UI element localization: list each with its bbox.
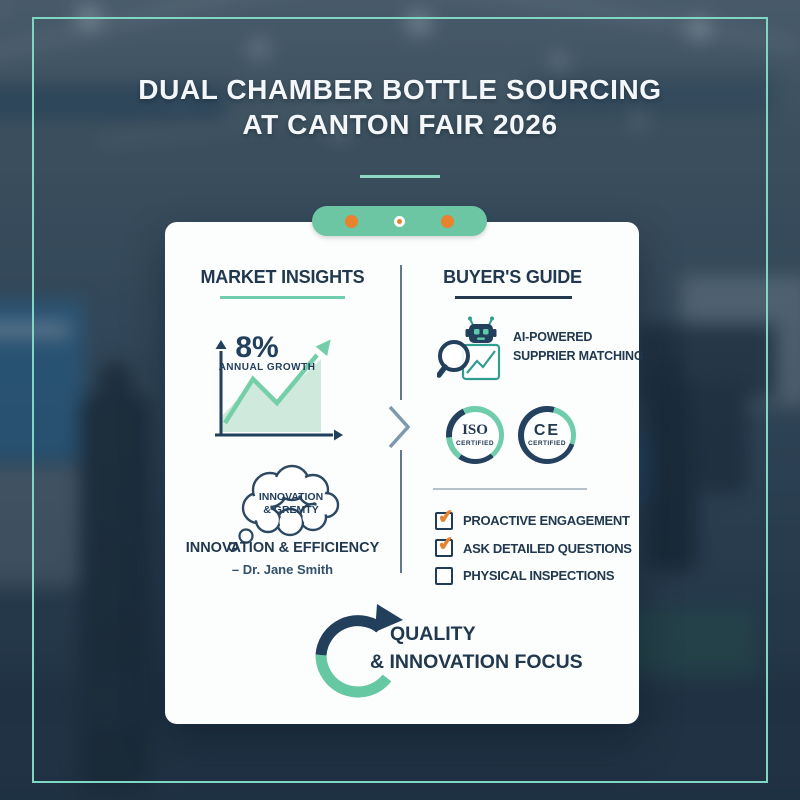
growth-chart-icon: 8% ANNUAL GROWTH xyxy=(215,331,343,441)
iso-badge-sublabel: CERTIFIED xyxy=(456,440,494,447)
check-icon: ✔ xyxy=(436,505,455,529)
ce-certified-badge: CE CERTIFIED xyxy=(518,406,576,464)
cycle-arrow-icon xyxy=(315,604,403,698)
bubble-text-line1: INNOVATION xyxy=(259,491,323,503)
footer-text: QUALITY & INNOVATION FOCUS xyxy=(370,620,583,676)
checklist-label: PHYSICAL INSPECTIONS xyxy=(463,568,615,583)
footer-line1: QUALITY xyxy=(390,623,476,645)
checkbox-unchecked[interactable] xyxy=(435,566,453,585)
title-divider xyxy=(360,175,440,178)
ce-badge-label: CE xyxy=(533,422,561,439)
checklist-row: PHYSICAL INSPECTIONS xyxy=(435,566,620,585)
checklist-label: ASK DETAILED QUESTIONS xyxy=(463,540,632,556)
buyers-guide-header: BUYER'S GUIDE xyxy=(443,267,582,287)
ce-badge-sublabel: CERTIFIED xyxy=(528,440,566,447)
ai-feature-text: AI-POWERED SUPPRIER MATCHING xyxy=(513,328,644,366)
checkbox-checked[interactable]: ✔ xyxy=(435,533,455,557)
title-line-1: DUAL CHAMBER BOTTLE SOURCING xyxy=(138,74,662,105)
growth-value: 8% xyxy=(235,331,278,364)
ai-robot-search-icon xyxy=(437,316,501,381)
thought-bubble-icon: INNOVATION & GREMTY xyxy=(228,464,340,552)
checklist-row: ✔ PROACTIVE ENGAGEMENT xyxy=(435,506,630,530)
title-line-2: AT CANTON FAIR 2026 xyxy=(242,109,558,140)
footer-line2: & INNOVATION FOCUS xyxy=(370,651,583,673)
pill-dot-ringed-icon xyxy=(394,215,405,227)
market-insights-header: MARKET INSIGHTS xyxy=(200,267,365,287)
checkbox-checked[interactable]: ✔ xyxy=(435,506,455,530)
buyer-checklist: ✔ PROACTIVE ENGAGEMENT ✔ ASK DETAILED QU… xyxy=(435,506,632,594)
ai-feature-line1: AI-POWERED xyxy=(513,330,593,344)
bubble-text-line2: & GREMTY xyxy=(263,504,318,516)
column-divider xyxy=(400,265,402,400)
page-title: DUAL CHAMBER BOTTLE SOURCING AT CANTON F… xyxy=(0,72,800,142)
quote-author: – Dr. Jane Smith xyxy=(231,562,334,577)
content-card: MARKET INSIGHTS BUYER'S GUIDE 8% ANNUAL … xyxy=(165,222,644,724)
check-icon: ✔ xyxy=(436,533,455,556)
checklist-label: PROACTIVE ENGAGEMENT xyxy=(463,513,630,528)
market-insights-underline xyxy=(220,296,345,299)
iso-badge-label: ISO xyxy=(462,422,488,438)
checklist-divider xyxy=(433,488,587,490)
ce-badge-inner: CE CERTIFIED xyxy=(523,411,571,459)
quote-title: INNOVATION & EFFICIENCY xyxy=(185,540,380,556)
pill-dot-icon xyxy=(345,214,358,228)
checklist-row: ✔ ASK DETAILED QUESTIONS xyxy=(435,533,632,558)
iso-certified-badge: ISO CERTIFIED xyxy=(446,406,504,464)
column-divider xyxy=(400,450,402,573)
pill-dot-icon xyxy=(441,214,454,228)
ai-feature-line2: SUPPRIER MATCHING xyxy=(513,349,644,363)
iso-badge-inner: ISO CERTIFIED xyxy=(451,411,499,459)
window-pill xyxy=(312,206,487,236)
growth-label: ANNUAL GROWTH xyxy=(219,362,316,373)
chevron-right-icon xyxy=(388,405,411,449)
buyers-guide-underline xyxy=(455,296,572,299)
